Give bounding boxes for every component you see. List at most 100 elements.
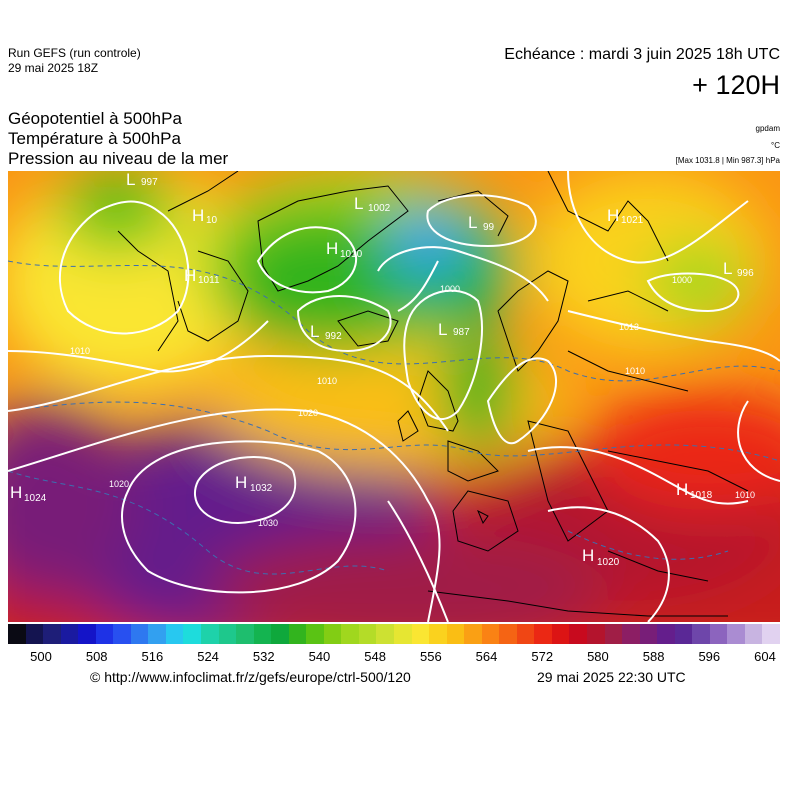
pc-11-value: 1032 (250, 483, 273, 494)
color-swatch (288, 624, 307, 644)
color-scale-tick: 540 (308, 649, 331, 664)
title-temperature: Température à 500hPa (8, 129, 181, 148)
isobar-label-8: 1020 (109, 479, 129, 489)
lead-time: + 120H (692, 70, 780, 100)
pc-6-value: 992 (325, 331, 342, 342)
isobar-label-7: 1010 (735, 490, 755, 500)
color-swatch (744, 624, 763, 644)
coastlines (117, 171, 749, 617)
color-scale-tick: 508 (85, 649, 108, 664)
isobar-label-6: 1010 (625, 366, 645, 376)
pc-4-value: 1010 (340, 249, 363, 260)
title-pressure: Pression au niveau de la mer (8, 149, 229, 168)
color-swatch (148, 624, 167, 644)
color-scale-tick: 604 (754, 649, 776, 664)
color-swatch (236, 624, 255, 644)
color-swatch (394, 624, 413, 644)
color-swatch (323, 624, 342, 644)
color-swatch (8, 624, 27, 644)
color-scale-tick: 556 (419, 649, 442, 664)
pc-7-value: 987 (453, 327, 470, 338)
color-scale-tick: 596 (698, 649, 721, 664)
run-date: 29 mai 2025 18Z (8, 61, 99, 75)
unit-celsius: °C (771, 141, 780, 150)
color-swatch (341, 624, 360, 644)
color-scale-tick: 580 (587, 649, 609, 664)
pc-7-letter: L (438, 320, 447, 339)
pc-11-letter: H (235, 473, 247, 492)
color-swatch (218, 624, 237, 644)
color-swatch (358, 624, 377, 644)
color-swatch (201, 624, 220, 644)
color-swatch (516, 624, 535, 644)
color-scale-tick: 572 (531, 649, 554, 664)
pc-13-value: 1020 (597, 557, 620, 568)
color-swatch (25, 624, 44, 644)
isobar-label-9: 1013 (619, 322, 639, 332)
isobar-label-0: 1000 (440, 284, 460, 294)
color-swatch (657, 624, 676, 644)
color-scale-tick: 548 (364, 649, 386, 664)
pc-0-letter: L (126, 171, 135, 189)
pc-2-letter: H (184, 266, 196, 285)
pc-4-letter: H (326, 239, 338, 258)
color-swatch (60, 624, 79, 644)
color-swatch (481, 624, 500, 644)
pc-9-letter: L (723, 259, 732, 278)
color-swatch (43, 624, 62, 644)
pc-1-value: 10 (206, 215, 218, 226)
color-swatch (551, 624, 570, 644)
isobar-labels: 1000 1010 1020 1030 1000 1010 1010 1010 … (70, 275, 755, 528)
color-swatch (306, 624, 325, 644)
color-swatch (709, 624, 728, 644)
isobar-label-4: 1000 (672, 275, 692, 285)
color-swatch (271, 624, 290, 644)
pc-12-letter: H (676, 480, 688, 499)
isobar-label-1: 1010 (70, 346, 90, 356)
color-swatch (762, 624, 781, 644)
generation-timestamp: 29 mai 2025 22:30 UTC (537, 669, 686, 685)
pc-13-letter: H (582, 546, 594, 565)
source-url[interactable]: © http://www.infoclimat.fr/z/gefs/europe… (90, 669, 411, 685)
color-swatch (569, 624, 588, 644)
isobar-label-3: 1030 (258, 518, 278, 528)
color-scale-tick: 500 (30, 649, 52, 664)
pc-5-value: 99 (483, 222, 495, 233)
pc-6-letter: L (310, 322, 319, 341)
max-min-pressure: [Max 1031.8 | Min 987.3] hPa (675, 156, 780, 165)
color-swatch (639, 624, 658, 644)
pc-2-value: 1011 (198, 275, 220, 286)
color-swatch (130, 624, 149, 644)
color-swatch (587, 624, 606, 644)
color-swatch (113, 624, 132, 644)
color-swatch (95, 624, 114, 644)
pc-10-value: 1024 (24, 493, 47, 504)
pc-5-letter: L (468, 213, 477, 232)
color-swatch (604, 624, 623, 644)
title-geopotential: Géopotentiel à 500hPa (8, 109, 182, 128)
color-swatch (464, 624, 483, 644)
color-scale-tick: 588 (642, 649, 665, 664)
pc-12-value: 1018 (690, 490, 713, 501)
pressure-centers: L 997 H 10 H 1011 L 1002 H 1010 L 99 L 9… (10, 171, 754, 568)
color-swatch (727, 624, 746, 644)
color-swatch (446, 624, 465, 644)
isobar-label-5: 1010 (317, 376, 337, 386)
pc-8-value: 1021 (621, 215, 644, 226)
pc-8-letter: H (607, 206, 619, 225)
pc-0-value: 997 (141, 177, 158, 188)
color-swatch (78, 624, 97, 644)
pc-1-letter: H (192, 206, 204, 225)
color-swatch (674, 624, 693, 644)
pc-9-value: 996 (737, 268, 754, 279)
weather-map: L 997 H 10 H 1011 L 1002 H 1010 L 99 L 9… (8, 171, 780, 622)
unit-gpdam: gpdam (755, 124, 780, 133)
color-swatch (429, 624, 448, 644)
color-scale-tick: 564 (475, 649, 498, 664)
color-scale-tick: 532 (252, 649, 275, 664)
isobar-label-2: 1020 (298, 408, 318, 418)
color-swatch (534, 624, 553, 644)
color-swatch (253, 624, 272, 644)
pc-3-letter: L (354, 194, 363, 213)
isobars (8, 171, 780, 622)
